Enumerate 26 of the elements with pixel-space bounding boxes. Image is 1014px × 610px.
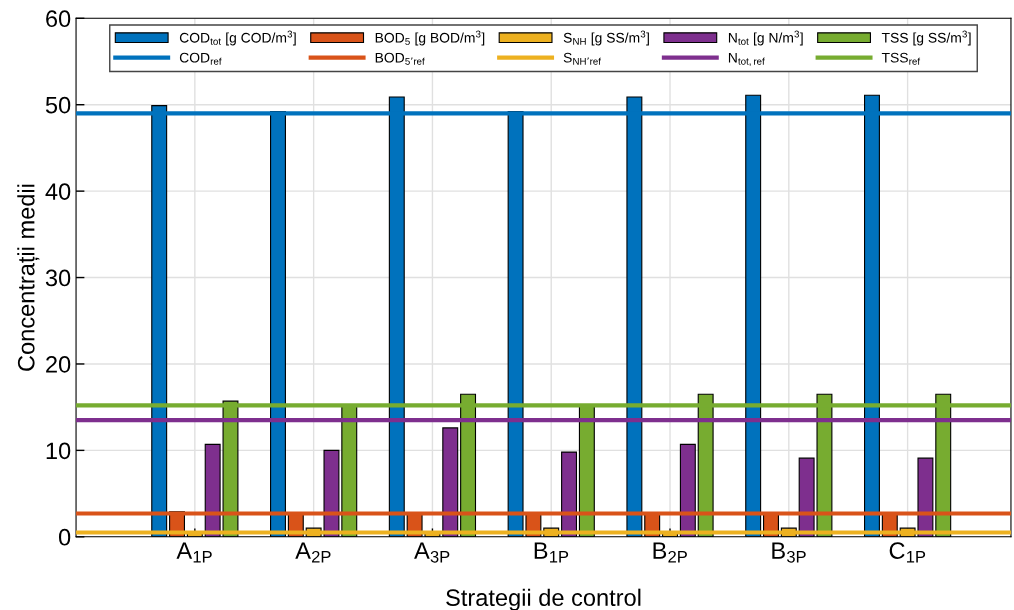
- y-tick-label: 60: [46, 10, 71, 28]
- legend-label: COD$_{ref}$: [179, 52, 222, 65]
- x-tick-label: A$_{3P}$: [414, 542, 450, 563]
- legend-label: N$_{tot,ref}$: [728, 52, 765, 66]
- x-tick-label: A$_{1P}$: [176, 542, 212, 563]
- y-tick-label: 30: [45, 269, 71, 287]
- legend-label: N$_{tot}$ [g N/m$^{3}$]: [728, 30, 803, 46]
- legend-label: COD$_{tot}$ [g COD/m$^{3}$]: [179, 30, 296, 46]
- legend-label: TSS [g SS/m$^{3}$]: [881, 30, 971, 46]
- x-tick-label: B$_{3P}$: [772, 542, 806, 563]
- x-axis-title: Strategii de control: [446, 588, 641, 610]
- y-tick-label: 50: [45, 96, 71, 114]
- legend-label: S$_{NH’ref}$: [563, 52, 601, 65]
- x-tick-label: A$_{2P}$: [295, 542, 331, 563]
- y-axis-title: Concentrații medii: [17, 184, 40, 371]
- x-tick-label: B$_{2P}$: [653, 542, 687, 563]
- y-tick-label: 10: [46, 442, 71, 460]
- y-tick-label: 40: [45, 183, 71, 200]
- y-tick-label: 0: [58, 528, 71, 546]
- legend-label: TSS$_{ref}$: [881, 52, 921, 65]
- legend-label: BOD$_{5’ref}$: [375, 52, 425, 65]
- x-tick-label: B$_{1P}$: [534, 542, 569, 563]
- y-tick-label: 20: [46, 356, 71, 373]
- legend-label: S$_{NH}$ [g SS/m$^{3}$]: [563, 30, 649, 46]
- legend-label: BOD$_{5}$ [g BOD/m$^{3}$]: [375, 30, 485, 46]
- x-tick-label: C$_{1P}$: [889, 542, 926, 563]
